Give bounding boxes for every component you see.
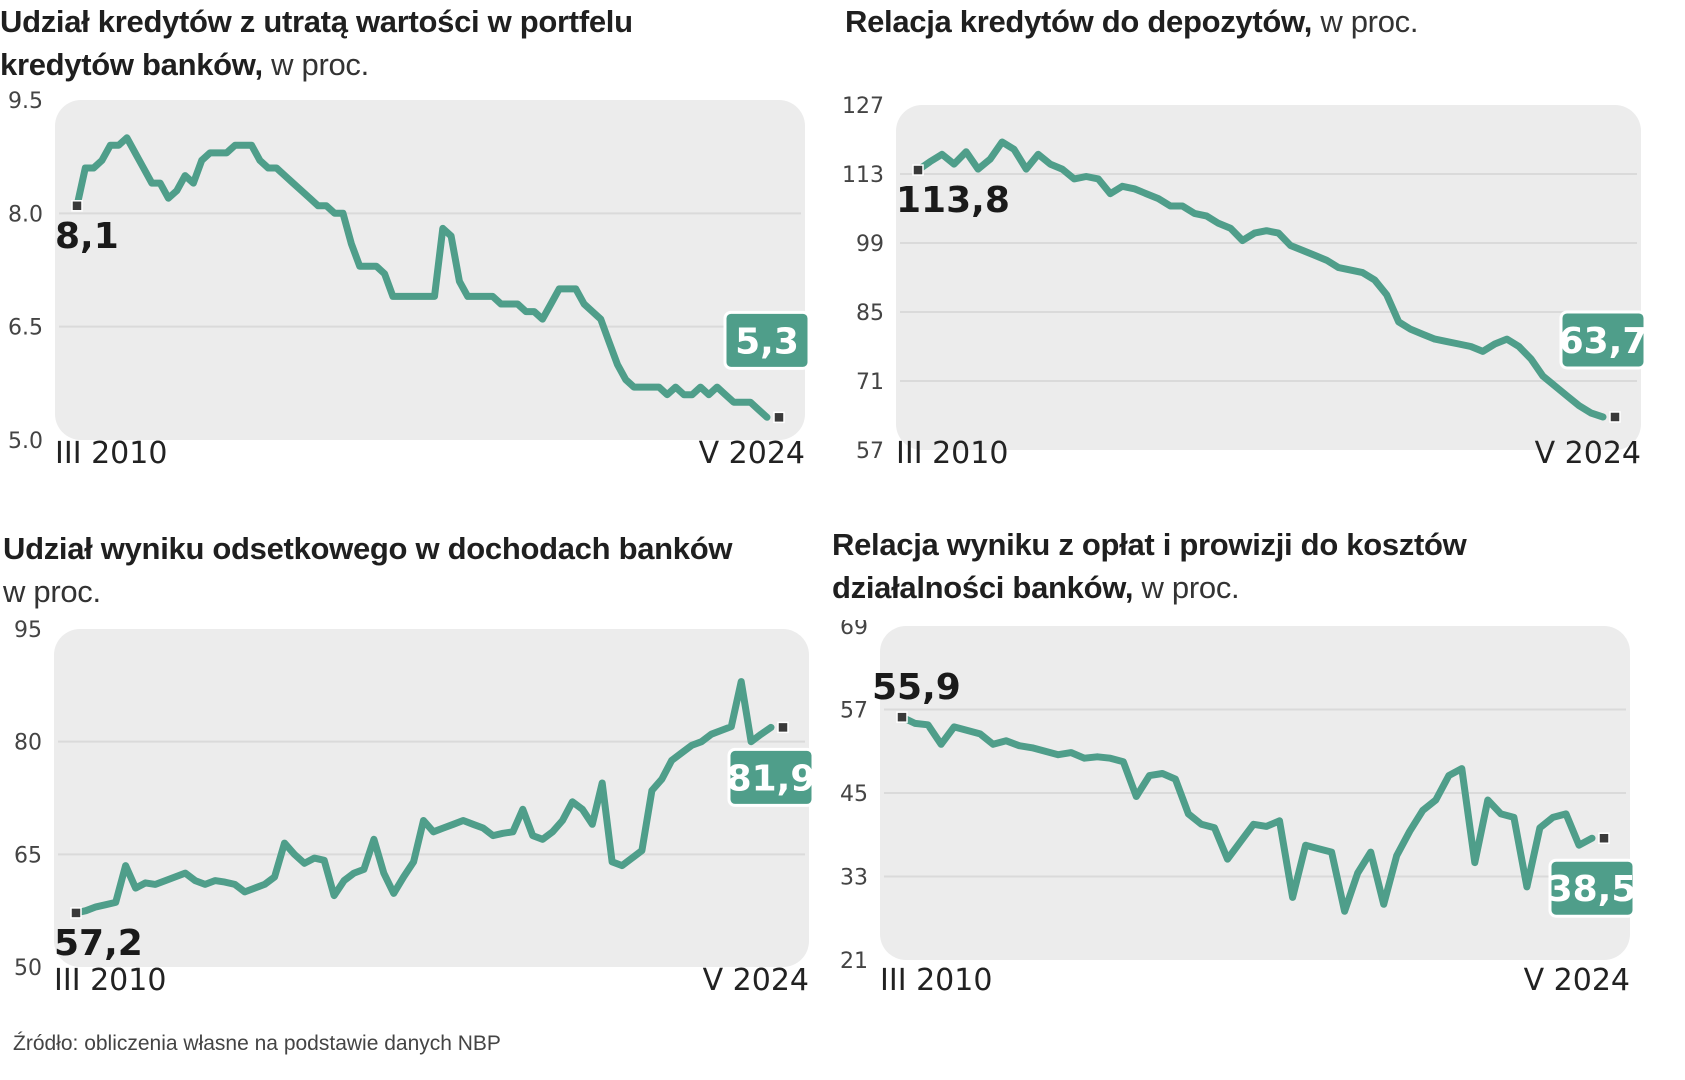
start-marker — [70, 907, 82, 919]
x-start-label: III 2010 — [54, 963, 166, 998]
start-value-label: 57,2 — [54, 923, 143, 964]
y-tick-label: 85 — [856, 301, 884, 326]
end-value-box — [727, 747, 815, 807]
chart-3-title: Udział wyniku odsetkowego w dochodach ba… — [3, 527, 763, 613]
chart-1: 9.5 8.0 6.5 5.0 III 2010 V 2024 8,1 5,3 — [8, 90, 811, 471]
end-value-label: 81,9 — [727, 758, 816, 799]
y-tick-label: 21 — [840, 949, 868, 974]
chart-3-title-unit: w proc. — [3, 574, 101, 609]
data-line — [72, 678, 775, 917]
start-value-label: 8,1 — [55, 216, 119, 257]
y-tick-label: 69 — [840, 620, 868, 640]
chart-2-title-unit: w proc. — [1320, 4, 1419, 39]
end-value-box — [1548, 858, 1636, 918]
x-start-label: III 2010 — [880, 963, 992, 998]
x-end-label: V 2024 — [703, 963, 809, 998]
chart-4-title-unit: w proc. — [1141, 570, 1240, 605]
y-tick-label: 65 — [14, 843, 42, 868]
plot-background — [54, 629, 809, 967]
y-tick-label: 50 — [14, 956, 42, 981]
start-marker — [71, 200, 83, 212]
chart-4-title-bold: Relacja wyniku z opłat i prowizji do kos… — [832, 527, 1467, 605]
chart-4-title: Relacja wyniku z opłat i prowizji do kos… — [832, 523, 1592, 609]
y-tick-label: 6.5 — [8, 316, 43, 341]
start-marker — [912, 164, 924, 176]
end-value-label: 63,7 — [1559, 321, 1648, 362]
end-marker — [1609, 411, 1621, 423]
chart-1-title-bold: Udział kredytów z utratą wartości w port… — [0, 4, 633, 82]
start-value-label: 55,9 — [872, 667, 961, 708]
end-value-label: 38,5 — [1548, 869, 1637, 910]
end-marker — [1598, 832, 1610, 844]
y-tick-label: 5.0 — [8, 429, 43, 454]
chart-4: 69 57 45 33 21 III 2010 V 2024 55,9 38,5 — [840, 620, 1637, 998]
y-tick-label: 95 — [14, 620, 42, 643]
chart-3-title-bold: Udział wyniku odsetkowego w dochodach ba… — [3, 531, 733, 566]
end-marker — [773, 411, 785, 424]
chart-2: 127 113 99 85 71 57 III 2010 V 2024 113,8 63,7 — [842, 94, 1648, 471]
end-marker — [777, 721, 789, 734]
end-value-box — [723, 310, 811, 370]
x-start-label: III 2010 — [896, 436, 1008, 471]
y-tick-label: 45 — [840, 782, 868, 807]
x-end-label: V 2024 — [1535, 436, 1641, 471]
end-value-label: 5,3 — [735, 321, 799, 362]
y-tick-label: 33 — [840, 866, 868, 891]
plot-background — [896, 105, 1641, 450]
y-tick-label: 9.5 — [8, 90, 43, 114]
x-end-label: V 2024 — [1524, 963, 1630, 998]
y-tick-label: 99 — [856, 232, 884, 257]
y-tick-label: 80 — [14, 731, 42, 756]
chart-2-title-bold: Relacja kredytów do depozytów, — [845, 4, 1313, 39]
data-line — [73, 134, 771, 421]
chart-3: 95 80 65 50 III 2010 V 2024 57,2 81,9 — [14, 620, 816, 998]
plot-background — [55, 100, 805, 440]
x-end-label: V 2024 — [699, 436, 805, 471]
data-line — [898, 713, 1596, 915]
y-tick-label: 127 — [842, 94, 884, 119]
y-tick-label: 57 — [856, 439, 884, 464]
y-tick-label: 71 — [856, 370, 884, 395]
x-start-label: III 2010 — [55, 436, 167, 471]
chart-1-title: Udział kredytów z utratą wartości w port… — [0, 0, 760, 86]
y-tick-label: 57 — [840, 699, 868, 724]
y-tick-label: 113 — [842, 163, 884, 188]
chart-1-title-unit: w proc. — [271, 47, 369, 82]
start-value-label: 113,8 — [896, 180, 1010, 221]
end-value-box — [1559, 310, 1647, 370]
chart-2-title: Relacja kredytów do depozytów, w proc. — [845, 0, 1665, 43]
start-marker — [896, 711, 908, 723]
data-line — [914, 138, 1607, 421]
source-note: Źródło: obliczenia własne na podstawie d… — [13, 1032, 501, 1055]
y-tick-label: 8.0 — [8, 202, 43, 227]
